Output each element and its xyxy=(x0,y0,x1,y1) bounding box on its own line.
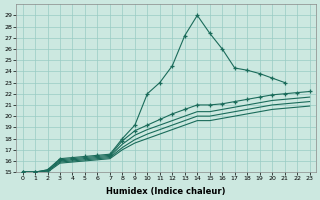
X-axis label: Humidex (Indice chaleur): Humidex (Indice chaleur) xyxy=(106,187,226,196)
